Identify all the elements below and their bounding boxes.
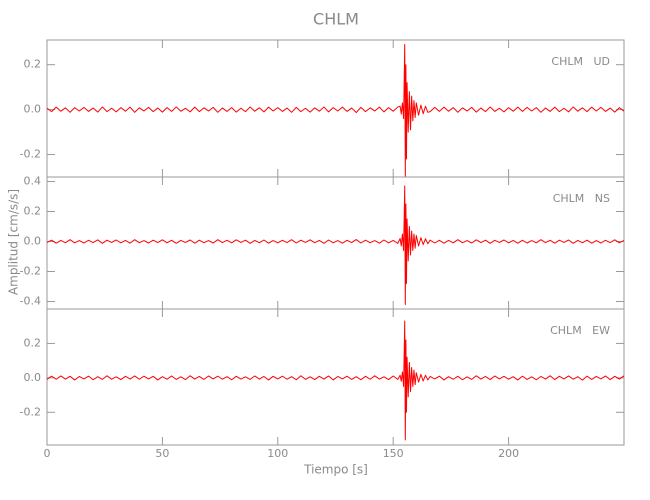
chart-title: CHLM	[313, 10, 359, 29]
x-axis-label: Tiempo [s]	[303, 463, 368, 477]
panel-frame	[46, 308, 625, 446]
y-tick-label: 0.0	[24, 371, 42, 384]
y-tick-label: -0.2	[20, 148, 41, 161]
x-tick-label: 50	[155, 447, 169, 460]
panel-label: CHLM UD	[551, 55, 610, 68]
waveform	[46, 185, 625, 305]
panel-label: CHLM EW	[550, 324, 610, 337]
y-tick-label: -0.2	[20, 405, 41, 418]
y-tick-label: -0.2	[20, 265, 41, 278]
x-tick-label: 100	[267, 447, 288, 460]
y-axis-label: Amplitud [cm/s/s]	[7, 189, 21, 295]
y-tick-label: 0.0	[24, 235, 42, 248]
panel-label: CHLM NS	[553, 192, 610, 205]
y-tick-label: 0.0	[24, 103, 42, 116]
y-tick-label: 0.4	[24, 175, 42, 188]
x-tick-label: 150	[383, 447, 404, 460]
y-tick-label: 0.2	[24, 336, 42, 349]
x-tick-label: 200	[498, 447, 519, 460]
y-tick-label: -0.4	[20, 295, 41, 308]
waveform	[46, 320, 625, 441]
y-tick-label: 0.2	[24, 58, 42, 71]
waveform	[46, 43, 625, 178]
y-tick-label: 0.2	[24, 205, 42, 218]
x-tick-label: 0	[44, 447, 51, 460]
panel-frame	[46, 176, 625, 310]
